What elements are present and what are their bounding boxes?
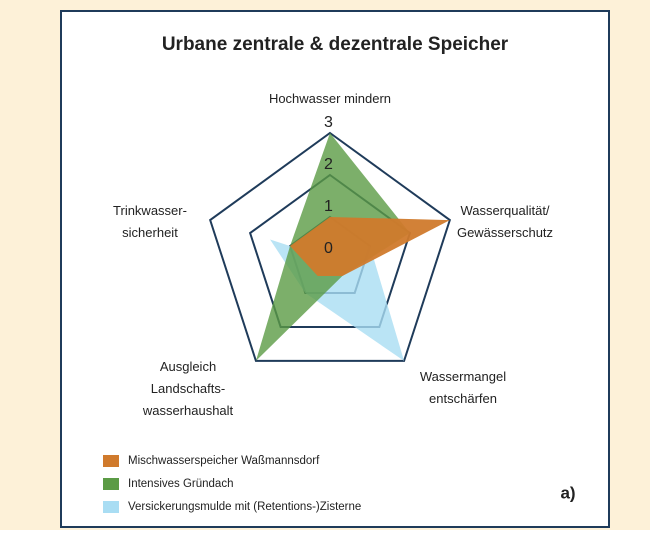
axis-label-line: Gewässerschutz bbox=[457, 225, 553, 240]
r-tick-label: 1 bbox=[324, 198, 333, 215]
legend-label: Intensives Gründach bbox=[128, 478, 233, 490]
axis-label-line: Ausgleich bbox=[160, 359, 216, 374]
axis-label: Wasserqualität/Gewässerschutz bbox=[457, 203, 553, 240]
legend-label: Mischwasserspeicher Waßmannsdorf bbox=[128, 455, 320, 467]
chart-title: Urbane zentrale & dezentrale Speicher bbox=[162, 34, 509, 55]
axis-label: Hochwasser mindern bbox=[269, 91, 391, 106]
axis-label-line: Landschafts- bbox=[151, 381, 225, 396]
legend-swatch bbox=[103, 455, 119, 467]
axis-label-line: Trinkwasser- bbox=[113, 203, 187, 218]
axis-label-line: Wasserqualität/ bbox=[460, 203, 549, 218]
annotation: a) bbox=[560, 483, 575, 502]
grid-ring bbox=[208, 131, 452, 362]
axis-label: Ausgleich Landschafts-wasserhaushalt bbox=[142, 359, 234, 418]
legend-label: Versickerungsmulde mit (Retentions-)Zist… bbox=[128, 501, 361, 513]
legend-swatch bbox=[103, 478, 119, 490]
series-area bbox=[290, 217, 450, 276]
r-tick-label: 2 bbox=[324, 156, 333, 173]
r-tick-label: 0 bbox=[324, 240, 333, 257]
axis-label: Wassermangel entschärfen bbox=[420, 369, 506, 406]
axis-label-line: sicherheit bbox=[122, 225, 178, 240]
r-tick-label: 3 bbox=[324, 114, 333, 131]
axis-label: Trinkwasser-sicherheit bbox=[113, 203, 187, 240]
axis-label-line: entschärfen bbox=[429, 391, 497, 406]
axis-label-line: Wassermangel bbox=[420, 369, 506, 384]
axis-label-line: Hochwasser mindern bbox=[269, 91, 391, 106]
legend-swatch bbox=[103, 501, 119, 513]
axis-label-line: wasserhaushalt bbox=[142, 403, 234, 418]
